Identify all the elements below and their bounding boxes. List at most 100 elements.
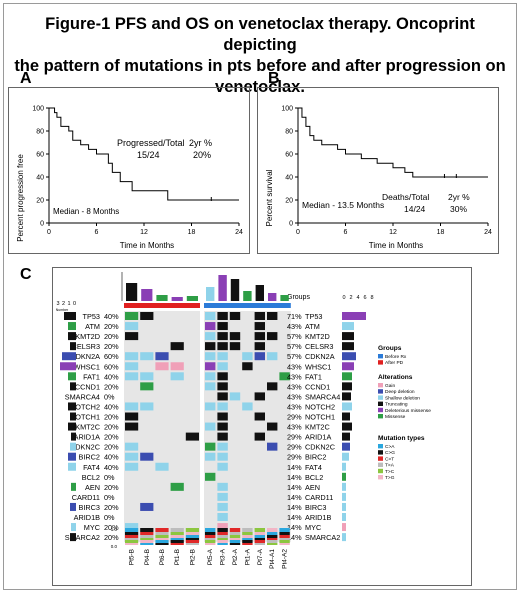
gene-pct-right: 14% — [287, 473, 302, 482]
left-gene-count-bar — [68, 332, 76, 341]
right-alteration-cell — [254, 432, 265, 441]
gene-label-right: CARD11 — [305, 493, 333, 502]
left-alteration-cell — [185, 432, 199, 441]
left-alteration-cell — [140, 352, 154, 361]
mutation-type-segment — [205, 528, 216, 532]
right-alteration-cell — [254, 312, 265, 320]
gene-label-right: CELSR3 — [305, 342, 333, 351]
mutation-type-segment — [279, 543, 290, 545]
right-gene-count-bar — [342, 402, 352, 411]
left-gene-count-bar — [70, 412, 76, 421]
left-alteration-cell — [155, 462, 169, 471]
gene-label-left: BIRC3 — [79, 503, 101, 512]
mutation-type-segment — [254, 528, 265, 532]
left-alteration-cell — [125, 422, 139, 431]
gene-pct-right: 14% — [287, 493, 302, 502]
gene-pct-right: 29% — [287, 443, 302, 452]
right-alteration-cell — [205, 382, 216, 391]
pfs-annot-header: Progressed/Total — [117, 138, 185, 148]
left-alteration-cell — [125, 442, 139, 451]
left-alteration-cell — [125, 462, 139, 471]
gene-pct-left: 40% — [104, 312, 119, 321]
gene-label-left: ARID1A — [74, 433, 100, 442]
mutation-types-legend-swatch — [378, 444, 383, 449]
mutation-type-segment — [229, 535, 241, 538]
left-gene-count-bar — [68, 402, 76, 411]
gene-pct-right: 14% — [287, 523, 302, 532]
left-alteration-cell — [170, 362, 184, 371]
mutation-type-segment — [155, 540, 169, 543]
mutation-type-segment — [279, 540, 290, 543]
gene-label-left: WHSC1 — [74, 362, 100, 371]
mutation-type-segment — [185, 538, 199, 540]
pfs-ytick-label: 80 — [36, 129, 44, 136]
gene-pct-right: 14% — [287, 463, 302, 472]
mutation-type-segment — [254, 543, 265, 545]
sample-count-bar — [280, 295, 289, 301]
right-gene-count-bar — [342, 482, 346, 491]
alterations-legend-label: Gain — [385, 383, 395, 389]
right-gene-count-bar — [342, 362, 354, 371]
right-alteration-cell — [217, 372, 228, 381]
sample-count-bar — [126, 283, 138, 301]
alterations-legend-label: Deep deletion — [385, 389, 415, 395]
right-alteration-cell — [254, 322, 265, 331]
gene-pct-left: 20% — [104, 322, 119, 331]
gene-pct-left: 60% — [104, 352, 119, 361]
mutation-type-segment — [217, 532, 228, 535]
mutation-type-segment — [229, 538, 241, 540]
sample-count-bar — [268, 293, 277, 301]
gene-label-left: MYC — [84, 523, 100, 532]
left-gene-count-bar — [71, 482, 76, 491]
group-bar-before-rx — [204, 303, 291, 308]
mutation-types-legend-label: T>C — [385, 469, 395, 475]
sample-label: Pt1-A — [244, 548, 251, 565]
pfs-annot-value: 15/24 — [137, 150, 160, 160]
right-alteration-cell — [217, 402, 228, 411]
mutation-type-segment — [279, 535, 290, 538]
os-annot-value: 14/24 — [404, 204, 426, 214]
right-alteration-cell — [205, 472, 216, 481]
pfs-survival-curve — [49, 107, 239, 201]
os-annot-pct: 30% — [450, 204, 467, 214]
left-alteration-cell — [140, 402, 154, 411]
mutation-types-legend-label: T>A — [385, 463, 395, 469]
right-alteration-cell — [217, 442, 228, 451]
mutation-type-segment — [242, 532, 253, 535]
right-alteration-cell — [205, 352, 216, 361]
os-ytick-label: 100 — [281, 106, 293, 113]
gene-label-right: ARID1A — [305, 433, 331, 442]
gene-label-left: KMT2C — [75, 423, 100, 432]
mutation-type-segment — [217, 528, 228, 532]
gene-pct-left: 0% — [104, 392, 115, 401]
gene-pct-left: 40% — [104, 453, 119, 462]
mutation-type-segment — [170, 528, 184, 532]
gene-label-right: FAT1 — [305, 372, 322, 381]
left-alteration-cell — [170, 372, 184, 381]
gene-label-left: AEN — [85, 483, 100, 492]
left-alteration-cell — [140, 452, 154, 461]
right-gene-count-bar — [342, 442, 350, 451]
gene-pct-right: 43% — [287, 423, 302, 432]
right-alteration-cell — [242, 352, 253, 361]
panel-a-box: 0 20 40 60 80 100 0 6 12 18 24 Percent progression… — [8, 87, 250, 254]
right-gene-count-bar — [342, 342, 354, 351]
gene-pct-right: 43% — [287, 382, 302, 391]
gene-pct-right: 57% — [287, 342, 302, 351]
groups-legend-swatch — [378, 360, 383, 365]
pfs-ytick-label: 20 — [36, 198, 44, 205]
left-gene-count-bar — [60, 362, 76, 371]
gene-label-left: SMARCA4 — [65, 392, 100, 401]
right-axis-tick-label: 8 — [370, 295, 373, 301]
right-alteration-cell — [205, 402, 216, 411]
sample-label: Pt6-B — [159, 549, 166, 565]
gene-pct-right: 14% — [287, 503, 302, 512]
groups-legend-label: After PD — [385, 360, 404, 366]
gene-label-left: CCND1 — [75, 382, 100, 391]
right-alteration-cell — [205, 452, 216, 461]
panel-c-box — [52, 267, 472, 586]
gene-label-right: NOTCH1 — [305, 413, 335, 422]
mutation-type-segment — [125, 538, 139, 540]
gene-pct-right: 29% — [287, 433, 302, 442]
